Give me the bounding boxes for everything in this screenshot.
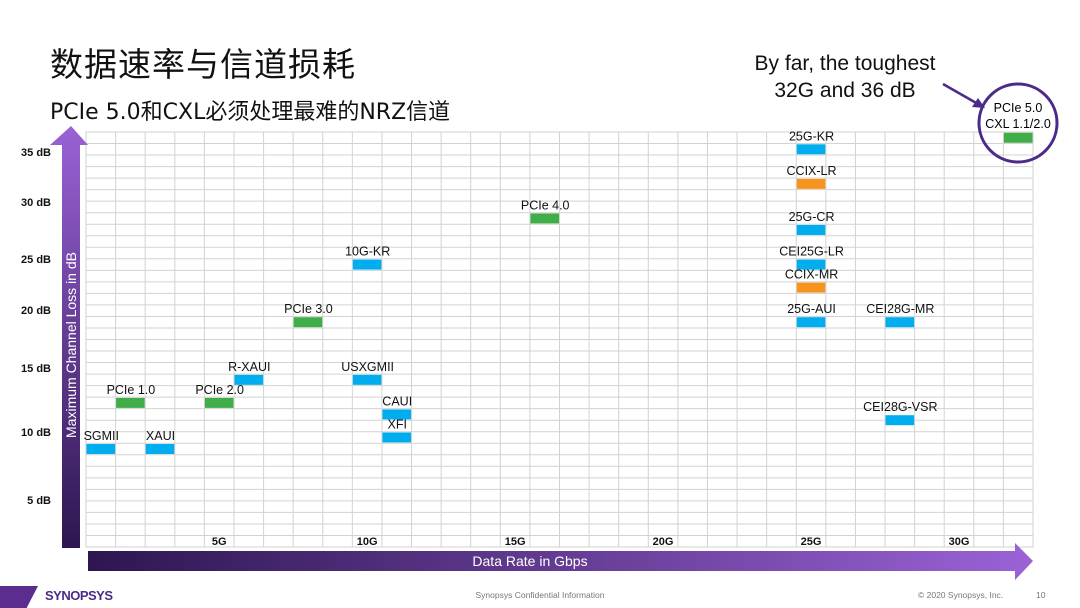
annotation: By far, the toughest 32G and 36 dB: [730, 50, 960, 104]
data-bar: [145, 444, 175, 455]
data-bar: [293, 317, 323, 328]
data-bar: [204, 397, 234, 408]
data-bar: [796, 282, 826, 293]
y-tick-label: 20 dB: [21, 305, 51, 317]
data-bar: [796, 178, 826, 189]
x-tick-label: 30G: [949, 536, 970, 548]
data-bar: [1003, 132, 1033, 143]
data-label: CAUI: [382, 394, 412, 408]
data-bar: [885, 415, 915, 426]
page-title: 数据速率与信道损耗: [50, 45, 356, 84]
data-bar: [382, 432, 412, 443]
y-tick-label: 10 dB: [21, 427, 51, 439]
x-axis-arrow: [88, 543, 1033, 580]
highlight-label-line-1: PCIe 5.0: [994, 101, 1043, 115]
data-bar: [352, 374, 382, 385]
annotation-line-2: 32G and 36 dB: [774, 79, 916, 102]
page-subtitle: PCIe 5.0和CXL必须处理最难的NRZ信道: [50, 100, 451, 125]
y-tick-label: 25 dB: [21, 254, 51, 266]
data-bar: [885, 317, 915, 328]
annotation-line-1: By far, the toughest: [754, 52, 936, 75]
data-label: CCIX-LR: [787, 164, 837, 178]
data-bar: [796, 317, 826, 328]
data-label: USXGMII: [341, 360, 394, 374]
x-tick-label: 25G: [801, 536, 822, 548]
footer-confidential: Synopsys Confidential Information: [475, 590, 605, 600]
data-label: CEI28G-VSR: [863, 400, 937, 414]
data-bar: [796, 224, 826, 235]
data-bar: [116, 397, 145, 408]
y-axis-label: Maximum Channel Loss in dB: [63, 252, 79, 438]
y-tick-label: 30 dB: [21, 197, 51, 209]
highlight-circle: [977, 82, 1059, 164]
y-tick-label: 5 dB: [27, 495, 51, 507]
data-label: CCIX-MR: [785, 268, 838, 282]
y-axis-arrow: [50, 126, 88, 548]
synopsys-logo-mark: [0, 586, 38, 608]
data-label: 25G-CR: [789, 210, 835, 224]
data-bar: [530, 213, 559, 224]
annotation-arrow: [942, 82, 979, 106]
data-label: PCIe 3.0: [284, 302, 333, 316]
data-label: 10G-KR: [345, 245, 390, 259]
chart-grid: [85, 131, 1034, 548]
y-tick-label: 15 dB: [21, 363, 51, 375]
data-label: XAUI: [146, 429, 175, 443]
page-number: 10: [1036, 590, 1046, 600]
x-tick-label: 15G: [505, 536, 526, 548]
synopsys-logo: SYNOPSYS: [45, 588, 113, 603]
x-tick-label: 20G: [653, 536, 674, 548]
footer-copyright: © 2020 Synopsys, Inc.: [918, 590, 1004, 600]
data-label: PCIe 1.0: [107, 383, 156, 397]
data-bar: [796, 259, 826, 270]
highlight-label-line-2: CXL 1.1/2.0: [985, 117, 1051, 131]
data-label: 25G-AUI: [787, 302, 836, 316]
data-label: CEI28G-MR: [866, 302, 934, 316]
x-tick-label: 10G: [357, 536, 378, 548]
data-label: SGMII: [84, 429, 119, 443]
data-label: CEI25G-LR: [779, 245, 844, 259]
data-bar: [352, 259, 382, 270]
data-label: XFI: [388, 417, 407, 431]
data-label: PCIe 2.0: [195, 383, 244, 397]
y-tick-label: 35 dB: [21, 147, 51, 159]
data-bar: [86, 444, 116, 455]
data-label: 25G-KR: [789, 129, 834, 143]
data-bar: [382, 409, 412, 420]
x-axis-label: Data Rate in Gbps: [472, 553, 587, 569]
data-label: R-XAUI: [228, 360, 270, 374]
data-bar: [234, 374, 264, 385]
x-tick-label: 5G: [212, 536, 227, 548]
data-bar: [796, 144, 826, 155]
data-label: PCIe 4.0: [521, 198, 570, 212]
annotation-arrowhead: [972, 98, 985, 108]
